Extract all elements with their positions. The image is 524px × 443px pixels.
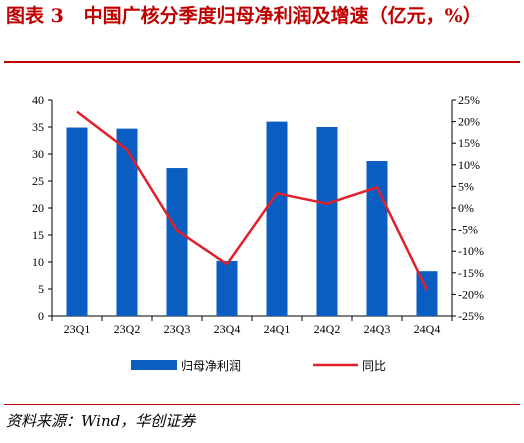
x-tick-label: 23Q2 [114, 322, 141, 336]
left-tick-label: 20 [32, 201, 44, 215]
source-rule [4, 404, 520, 405]
legend-bar-swatch [131, 360, 177, 370]
right-tick-label: -20% [458, 287, 484, 301]
yoy-line [76, 110, 429, 291]
chart-axes [48, 99, 456, 321]
left-tick-label: 25 [32, 174, 44, 188]
x-tick-label: 24Q2 [314, 322, 341, 336]
x-tick-label: 24Q1 [264, 322, 291, 336]
x-tick-label: 24Q3 [364, 322, 391, 336]
right-tick-label: 10% [458, 158, 480, 172]
bar [266, 121, 288, 316]
bar [316, 127, 338, 316]
left-tick-label: 40 [32, 93, 44, 107]
figure-title: 图表 3 中国广核分季度归母净利润及增速（亿元，%） [6, 5, 482, 27]
right-tick-label: 0% [458, 201, 474, 215]
bar [366, 161, 388, 316]
right-tick-label: 15% [458, 136, 480, 150]
line-series [76, 110, 429, 291]
left-tick-label: 5 [38, 282, 44, 296]
left-tick-label: 10 [32, 255, 44, 269]
x-tick-label: 24Q4 [414, 322, 441, 336]
right-tick-label: -5% [458, 223, 478, 237]
right-tick-label: -25% [458, 309, 484, 323]
bar [216, 260, 238, 316]
tick-labels: 0 5 10 15 20 25 30 35 40 -25% -20% -15% -10% -5% 0% 5% 1… [32, 93, 484, 336]
left-tick-label: 35 [32, 120, 44, 134]
left-tick-label: 0 [38, 309, 44, 323]
legend-bar-label: 归母净利润 [181, 359, 241, 373]
right-tick-label: -15% [458, 266, 484, 280]
bar [116, 128, 138, 316]
left-tick-label: 30 [32, 147, 44, 161]
legend-line-label: 同比 [362, 359, 386, 373]
bar-series [66, 121, 438, 316]
x-tick-label: 23Q3 [164, 322, 191, 336]
x-tick-label: 23Q1 [64, 322, 91, 336]
x-tick-label: 23Q4 [214, 322, 241, 336]
title-rule [4, 61, 520, 63]
right-tick-label: 5% [458, 179, 474, 193]
right-tick-label: -10% [458, 244, 484, 258]
right-tick-label: 20% [458, 115, 480, 129]
bar [166, 168, 188, 316]
bar [66, 127, 88, 316]
bar [416, 271, 438, 316]
left-tick-label: 15 [32, 228, 44, 242]
right-tick-label: 25% [458, 93, 480, 107]
chart-legend: 归母净利润 同比 [131, 359, 386, 373]
source-note: 资料来源：Wind，华创证券 [6, 412, 196, 430]
